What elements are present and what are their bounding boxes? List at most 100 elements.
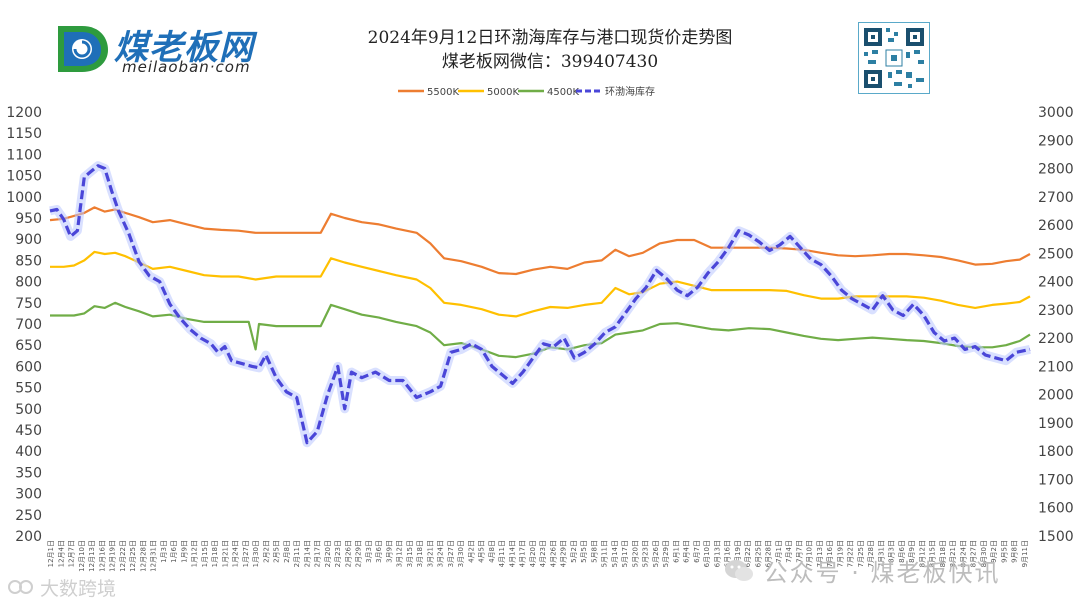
x-axis-tick-label: 6月13日 bbox=[713, 540, 721, 567]
x-axis-tick-label: 1月6日 bbox=[170, 540, 178, 563]
x-axis-tick-label: 5月8日 bbox=[590, 540, 598, 563]
x-axis-tick-label: 5月5日 bbox=[580, 540, 588, 563]
chart-series bbox=[49, 161, 1031, 448]
x-axis-tick-label: 6月28日 bbox=[765, 540, 773, 567]
x-axis-tick-label: 7月10日 bbox=[806, 540, 814, 567]
x-axis-tick-label: 2月5日 bbox=[273, 540, 281, 563]
x-axis-tick-label: 1月24日 bbox=[232, 540, 240, 567]
left-axis-tick-label: 850 bbox=[15, 253, 42, 269]
x-axis-tick-label: 12月25日 bbox=[129, 540, 137, 572]
left-axis-tick-label: 200 bbox=[15, 529, 42, 545]
x-axis-tick-label: 7月1日 bbox=[775, 540, 783, 563]
x-axis-tick-label: 1月15日 bbox=[201, 540, 209, 567]
x-axis-tick-label: 7月22日 bbox=[847, 540, 855, 567]
series-line-inventory bbox=[49, 164, 1031, 445]
right-axis-tick-label: 2800 bbox=[1038, 162, 1074, 178]
x-axis-tick-label: 12月19日 bbox=[109, 540, 117, 572]
x-axis-tick-label: 3月3日 bbox=[365, 540, 373, 563]
left-axis-tick-label: 1150 bbox=[6, 126, 42, 142]
x-axis-tick-label: 5月17日 bbox=[621, 540, 629, 567]
series-line-5500k bbox=[49, 206, 1031, 276]
left-axis-tick-label: 500 bbox=[15, 402, 42, 418]
x-axis-tick-label: 3月12日 bbox=[396, 540, 404, 567]
left-axis-tick-label: 450 bbox=[15, 423, 42, 439]
left-axis: 200 250 300 350 400 450 500 550 600 650 700 750 800 8… bbox=[6, 105, 42, 545]
right-axis-tick-label: 1500 bbox=[1038, 529, 1074, 545]
right-axis-tick-label: 1900 bbox=[1038, 416, 1074, 432]
x-axis-tick-label: 7月7日 bbox=[795, 540, 803, 563]
x-axis-tick-label: 3月9日 bbox=[385, 540, 393, 563]
x-axis-tick-label: 8月30日 bbox=[980, 540, 988, 567]
x-axis-tick-label: 12月4日 bbox=[57, 540, 65, 567]
left-axis-tick-label: 800 bbox=[15, 275, 42, 291]
site-logo: 煤老板网 meilaoban·com bbox=[52, 22, 302, 78]
x-axis-tick-label: 9月11日 bbox=[1021, 540, 1029, 567]
x-axis-tick-label: 12月13日 bbox=[88, 540, 96, 572]
right-axis-tick-label: 2400 bbox=[1038, 275, 1074, 291]
watermark-left: 大数跨境 bbox=[8, 574, 116, 602]
x-axis-tick-label: 4月2日 bbox=[467, 540, 475, 563]
x-axis-tick-label: 1月3日 bbox=[160, 540, 168, 563]
x-axis-tick-label: 12月22日 bbox=[119, 540, 127, 572]
x-axis-tick-label: 6月4日 bbox=[683, 540, 691, 563]
right-axis-tick-label: 2300 bbox=[1038, 303, 1074, 319]
right-axis-tick-label: 2100 bbox=[1038, 359, 1074, 375]
left-axis-tick-label: 1000 bbox=[6, 190, 42, 206]
left-axis-tick-label: 1200 bbox=[6, 105, 42, 121]
x-axis-tick-label: 7月28日 bbox=[867, 540, 875, 567]
right-axis-tick-label: 3000 bbox=[1038, 105, 1074, 121]
x-axis-tick-label: 5月23日 bbox=[642, 540, 650, 567]
left-axis-tick-label: 350 bbox=[15, 465, 42, 481]
x-axis-tick-label: 7月19日 bbox=[836, 540, 844, 567]
left-axis-tick-label: 1100 bbox=[6, 147, 42, 163]
x-axis: 12月1日 12月4日 12月7日 12月10日 12月13日 12月16日 12月19日 1… bbox=[47, 540, 1029, 572]
x-axis-tick-label: 6月7日 bbox=[693, 540, 701, 563]
x-axis-tick-label: 7月13日 bbox=[816, 540, 824, 567]
legend-label: 5000K bbox=[487, 87, 519, 98]
left-axis-tick-label: 900 bbox=[15, 232, 42, 248]
x-axis-tick-label: 7月4日 bbox=[785, 540, 793, 563]
watermark-right-text: 公众号 · 煤老板快讯 bbox=[763, 559, 1001, 587]
x-axis-tick-label: 1月12日 bbox=[191, 540, 199, 567]
x-axis-tick-label: 3月6日 bbox=[375, 540, 383, 563]
left-axis-tick-label: 250 bbox=[15, 508, 42, 524]
left-axis-tick-label: 550 bbox=[15, 381, 42, 397]
right-axis-tick-label: 1700 bbox=[1038, 472, 1074, 488]
chart-title: 2024年9月12日环渤海库存与港口现货价走势图 bbox=[367, 28, 733, 48]
x-axis-tick-label: 8月3日 bbox=[888, 540, 896, 563]
chart-title-block: 2024年9月12日环渤海库存与港口现货价走势图 煤老板网微信：39940743… bbox=[300, 26, 800, 74]
x-axis-tick-label: 9月2日 bbox=[990, 540, 998, 563]
left-axis-tick-label: 650 bbox=[15, 338, 42, 354]
logo-domain: meilaoban·com bbox=[122, 58, 251, 76]
watermark-logo-icon bbox=[8, 577, 34, 602]
x-axis-tick-label: 1月30日 bbox=[252, 540, 260, 567]
x-axis-tick-label: 3月27日 bbox=[447, 540, 455, 567]
left-axis-tick-label: 300 bbox=[15, 487, 42, 503]
x-axis-tick-label: 12月1日 bbox=[47, 540, 55, 567]
watermark-left-text: 大数跨境 bbox=[40, 578, 117, 600]
qr-code-icon bbox=[858, 22, 930, 94]
x-axis-tick-label: 6月1日 bbox=[672, 540, 680, 563]
x-axis-tick-label: 8月24日 bbox=[959, 540, 967, 567]
x-axis-tick-label: 3月24日 bbox=[437, 540, 445, 567]
x-axis-tick-label: 2月8日 bbox=[283, 540, 291, 563]
left-axis-tick-label: 1050 bbox=[6, 169, 42, 185]
x-axis-tick-label: 4月8日 bbox=[488, 540, 496, 563]
x-axis-tick-label: 12月16日 bbox=[98, 540, 106, 572]
x-axis-tick-label: 2月11日 bbox=[293, 540, 301, 567]
x-axis-tick-label: 9月8日 bbox=[1011, 540, 1019, 563]
left-axis-tick-label: 400 bbox=[15, 444, 42, 460]
left-axis-tick-label: 750 bbox=[15, 296, 42, 312]
x-axis-tick-label: 1月21日 bbox=[221, 540, 229, 567]
chart-subtitle: 煤老板网微信：399407430 bbox=[441, 52, 659, 72]
x-axis-tick-label: 4月5日 bbox=[478, 540, 486, 563]
x-axis-tick-label: 8月18日 bbox=[939, 540, 947, 567]
x-axis-tick-label: 9月5日 bbox=[1000, 540, 1008, 563]
x-axis-tick-label: 4月11日 bbox=[498, 540, 506, 567]
left-axis-tick-label: 700 bbox=[15, 317, 42, 333]
x-axis-tick-label: 2月20日 bbox=[324, 540, 332, 567]
right-axis-tick-label: 1600 bbox=[1038, 501, 1074, 517]
x-axis-tick-label: 5月29日 bbox=[662, 540, 670, 567]
right-axis-tick-label: 2900 bbox=[1038, 133, 1074, 149]
right-axis-tick-label: 1800 bbox=[1038, 444, 1074, 460]
